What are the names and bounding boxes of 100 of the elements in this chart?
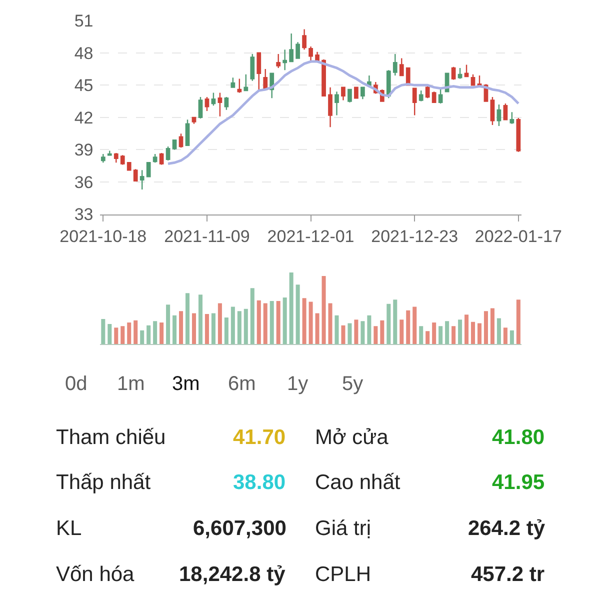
candlestick (412, 88, 417, 116)
candlestick (432, 91, 436, 103)
bar (302, 298, 306, 344)
bar (328, 303, 332, 344)
candlestick (418, 90, 424, 102)
text: 5y (342, 373, 364, 395)
text: 0d (65, 373, 88, 395)
bar (464, 314, 469, 344)
x-tick-label: 2021-10-18 (60, 226, 147, 246)
candlestick (328, 86, 332, 128)
candlestick (256, 52, 262, 92)
text: 18,242.8 tỷ (179, 563, 286, 586)
bar (510, 330, 514, 344)
y-tick-label: 45 (74, 76, 94, 96)
bar (322, 276, 326, 344)
bar (341, 325, 346, 344)
candlestick (178, 132, 184, 148)
candlestick (140, 170, 144, 190)
bar (218, 303, 222, 344)
candlestick (289, 32, 294, 62)
x-tick-label: 2022-01-17 (474, 226, 562, 246)
candlestick (308, 46, 313, 64)
bar (186, 293, 190, 344)
text: KL (56, 517, 82, 540)
y-tick-label: 51 (74, 12, 94, 31)
bar (146, 325, 151, 344)
candlestick (146, 162, 151, 178)
candlestick (126, 162, 132, 171)
candlestick (386, 70, 391, 99)
bar (166, 304, 170, 344)
bar (134, 320, 138, 344)
bar (432, 322, 436, 344)
bar (334, 315, 339, 344)
bar (244, 308, 248, 344)
candlestick (458, 67, 462, 80)
candlestick (166, 146, 170, 162)
candlestick (230, 77, 236, 88)
bar (198, 294, 202, 344)
text: 41.70 (233, 426, 286, 449)
candlestick (341, 86, 346, 101)
bar (315, 313, 320, 344)
candlestick (296, 42, 300, 59)
bar (419, 326, 424, 344)
candlestick (159, 152, 164, 166)
text: 1y (287, 373, 308, 395)
candlestick (107, 150, 112, 156)
text: 6m (228, 373, 256, 395)
bar (458, 320, 462, 344)
text: 1m (117, 373, 145, 395)
text: Giá trị (315, 517, 372, 540)
y-tick-label: 33 (74, 205, 94, 224)
bar (270, 301, 274, 344)
candlestick (367, 74, 372, 88)
bar (256, 300, 261, 344)
candlestick (211, 92, 216, 106)
candlestick (438, 88, 443, 104)
y-tick-label: 42 (74, 108, 94, 128)
candlestick (282, 49, 288, 71)
bar (477, 323, 482, 344)
candlestick (185, 119, 190, 146)
candlestick (503, 102, 508, 120)
bar (426, 331, 430, 344)
bar (496, 318, 501, 344)
candlestick (490, 96, 495, 126)
bar (348, 323, 352, 344)
candlestick (172, 139, 177, 150)
text: Vốn hóa (56, 563, 135, 586)
candlestick (133, 168, 138, 182)
bar (470, 322, 476, 344)
text: CPLH (315, 563, 372, 586)
candlestick (496, 104, 502, 127)
candlestick (451, 66, 456, 80)
x-tick-label: 2021-11-09 (164, 226, 250, 246)
bar (490, 308, 494, 344)
text: 41.80 (492, 426, 545, 449)
text: 38.80 (233, 471, 286, 494)
y-tick-label: 39 (74, 140, 94, 160)
bar (445, 321, 450, 344)
bar (108, 324, 112, 344)
bar (276, 301, 280, 344)
candlestick (510, 111, 514, 125)
candlestick (360, 86, 365, 100)
candlestick (276, 53, 281, 69)
bar (438, 326, 443, 344)
bar (406, 310, 410, 344)
text: 457.2 tr (471, 563, 545, 586)
candlestick (237, 78, 242, 94)
bar (282, 297, 287, 344)
candlestick (192, 116, 196, 125)
y-tick-label: 36 (74, 172, 94, 192)
text: 6,607,300 (193, 517, 286, 540)
text: 3m (172, 373, 200, 395)
bar (237, 311, 242, 344)
bar (120, 326, 125, 344)
bar (503, 328, 508, 344)
candlestick (218, 92, 222, 117)
bar (393, 300, 398, 344)
candlestick (302, 28, 306, 50)
bar (380, 320, 384, 344)
candlestick (470, 74, 476, 86)
